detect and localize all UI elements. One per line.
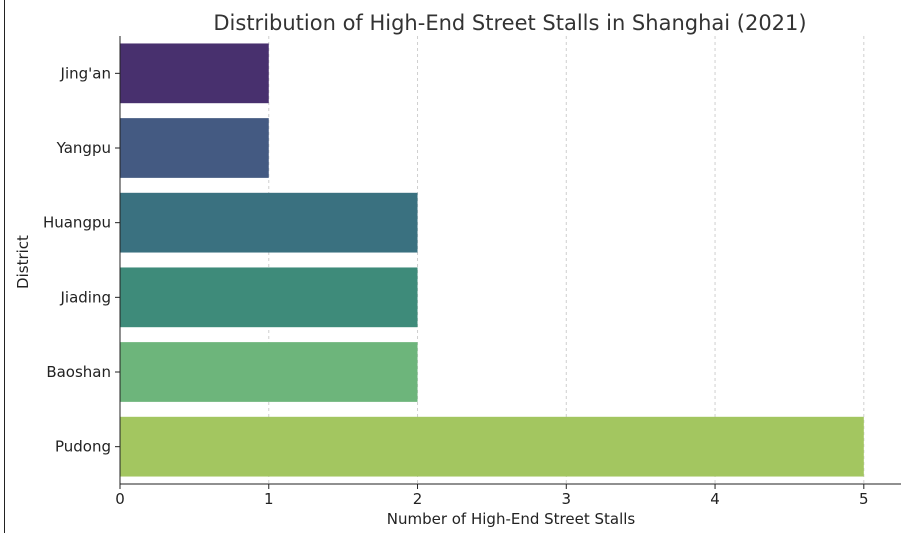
axes — [115, 36, 901, 489]
frame-edge — [4, 0, 5, 533]
x-tick-label-0: 0 — [115, 490, 125, 508]
y-tick-label-0: Jing'an — [60, 64, 111, 82]
x-tick-label-2: 2 — [413, 490, 423, 508]
bars — [120, 43, 864, 477]
x-tick-label-3: 3 — [562, 490, 572, 508]
bar-0 — [120, 43, 269, 104]
y-tick-label-3: Jiading — [59, 288, 111, 306]
bar-1 — [120, 118, 269, 178]
y-axis-label: District — [14, 235, 32, 289]
x-axis-label: Number of High-End Street Stalls — [387, 510, 636, 528]
y-tick-label-1: Yangpu — [56, 139, 111, 157]
x-tick-label-1: 1 — [264, 490, 274, 508]
y-tick-label-2: Huangpu — [43, 214, 111, 232]
bar-2 — [120, 192, 418, 253]
x-tick-label-4: 4 — [710, 490, 720, 508]
bar-3 — [120, 267, 418, 328]
bar-5 — [120, 416, 864, 477]
chart-title: Distribution of High-End Street Stalls i… — [213, 11, 806, 35]
x-tick-label-5: 5 — [859, 490, 869, 508]
y-tick-label-5: Pudong — [55, 438, 111, 456]
bar-4 — [120, 342, 418, 402]
y-tick-label-4: Baoshan — [46, 363, 111, 381]
tick-labels: Jing'an Yangpu Huangpu Jiading Baoshan Pudong… — [43, 64, 869, 508]
